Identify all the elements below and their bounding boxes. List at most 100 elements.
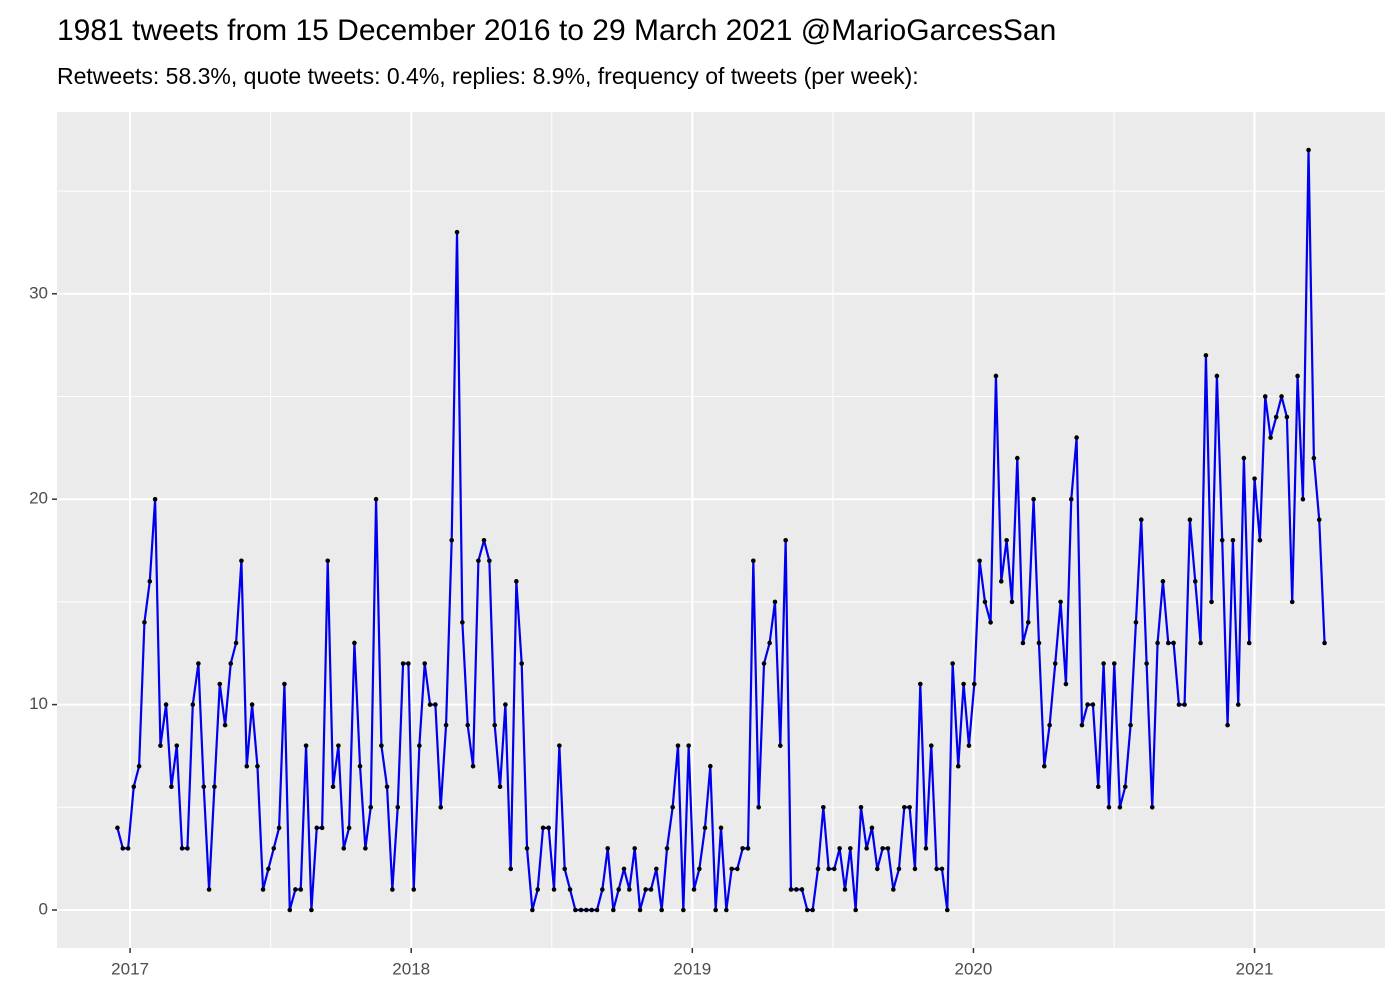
data-point bbox=[1106, 804, 1112, 810]
data-point bbox=[697, 866, 702, 872]
data-point bbox=[244, 763, 250, 769]
data-point bbox=[880, 846, 885, 851]
data-point bbox=[255, 763, 260, 769]
chart-subtitle: Retweets: 58.3%, quote tweets: 0.4%, rep… bbox=[57, 63, 919, 89]
data-point bbox=[427, 702, 433, 707]
data-point bbox=[982, 599, 988, 605]
data-point bbox=[400, 661, 406, 666]
data-point bbox=[1138, 517, 1144, 523]
data-point bbox=[1192, 579, 1198, 584]
data-point bbox=[664, 846, 670, 851]
data-point bbox=[1009, 599, 1015, 605]
data-point bbox=[627, 887, 632, 892]
data-point bbox=[142, 620, 147, 625]
data-point bbox=[319, 825, 325, 831]
data-point bbox=[470, 763, 476, 769]
data-point bbox=[239, 558, 244, 564]
data-point bbox=[928, 743, 934, 748]
data-point bbox=[670, 804, 675, 810]
data-point bbox=[632, 846, 637, 851]
data-point bbox=[492, 722, 498, 728]
data-point bbox=[761, 661, 767, 666]
data-point bbox=[1165, 640, 1171, 646]
data-point bbox=[918, 681, 923, 687]
data-point bbox=[276, 825, 282, 831]
data-point bbox=[514, 579, 519, 584]
y-tick-label: 0 bbox=[39, 899, 48, 918]
data-point bbox=[567, 887, 573, 892]
data-point bbox=[314, 825, 320, 831]
data-point bbox=[1144, 661, 1149, 666]
data-point bbox=[1117, 804, 1123, 810]
data-point bbox=[934, 866, 939, 872]
data-point bbox=[368, 804, 374, 810]
data-point bbox=[169, 784, 174, 790]
data-point bbox=[1176, 702, 1182, 707]
data-point bbox=[637, 907, 643, 913]
data-point bbox=[998, 579, 1004, 584]
data-point bbox=[686, 743, 691, 748]
data-point bbox=[961, 681, 966, 687]
data-point bbox=[659, 907, 664, 913]
data-point bbox=[346, 825, 352, 831]
chart-title: 1981 tweets from 15 December 2016 to 29 … bbox=[57, 14, 1056, 47]
data-point bbox=[196, 661, 201, 666]
data-point bbox=[869, 825, 875, 831]
data-point bbox=[136, 763, 142, 769]
data-point bbox=[174, 743, 180, 748]
data-point bbox=[799, 887, 805, 892]
data-point bbox=[1262, 394, 1268, 399]
y-tick-label: 10 bbox=[29, 694, 48, 713]
data-point bbox=[944, 907, 950, 913]
data-point bbox=[675, 743, 681, 748]
data-point bbox=[1111, 661, 1117, 666]
data-point bbox=[950, 661, 955, 666]
data-point bbox=[815, 866, 821, 872]
data-point bbox=[1047, 722, 1052, 728]
data-point bbox=[988, 620, 993, 625]
data-point bbox=[977, 558, 982, 564]
data-point bbox=[1074, 435, 1079, 440]
data-point bbox=[1160, 579, 1166, 584]
data-point bbox=[546, 825, 551, 831]
data-point bbox=[406, 661, 411, 666]
data-point bbox=[842, 887, 848, 892]
data-point bbox=[681, 907, 686, 913]
data-point bbox=[1063, 681, 1069, 687]
data-point bbox=[460, 620, 465, 625]
data-point bbox=[260, 887, 266, 892]
data-point bbox=[465, 722, 471, 728]
data-point bbox=[1198, 640, 1203, 646]
data-point bbox=[735, 866, 740, 872]
panel-background bbox=[57, 112, 1385, 948]
data-point bbox=[341, 846, 347, 851]
data-point bbox=[718, 825, 724, 831]
data-point bbox=[217, 681, 223, 687]
data-point bbox=[1031, 496, 1036, 502]
data-point bbox=[298, 887, 304, 892]
data-point bbox=[578, 907, 584, 913]
data-point bbox=[1014, 455, 1020, 461]
data-point bbox=[1257, 537, 1263, 543]
data-point bbox=[600, 887, 605, 892]
data-point bbox=[201, 784, 207, 790]
data-point bbox=[805, 907, 810, 913]
data-point bbox=[751, 558, 756, 564]
data-point bbox=[767, 640, 772, 646]
data-point bbox=[864, 846, 869, 851]
data-point bbox=[1209, 599, 1214, 605]
data-point bbox=[1122, 784, 1128, 790]
data-point bbox=[858, 804, 864, 810]
data-point bbox=[1020, 640, 1026, 646]
data-point bbox=[702, 825, 708, 831]
data-point bbox=[1090, 702, 1096, 707]
data-point bbox=[971, 681, 977, 687]
data-point bbox=[325, 558, 331, 564]
data-point bbox=[212, 784, 217, 790]
data-point bbox=[1300, 496, 1306, 502]
data-point bbox=[206, 887, 212, 892]
data-point bbox=[788, 887, 794, 892]
data-point bbox=[729, 866, 734, 872]
data-point bbox=[309, 907, 314, 913]
data-point bbox=[783, 537, 788, 543]
